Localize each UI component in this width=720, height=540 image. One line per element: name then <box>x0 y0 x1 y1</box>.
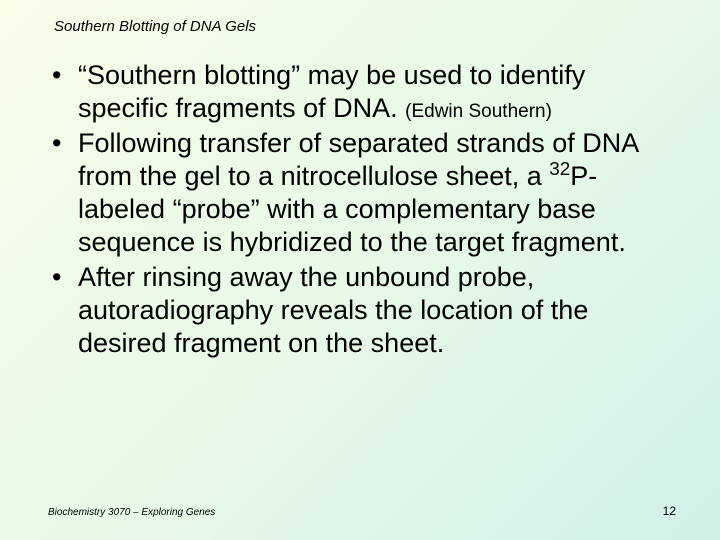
bullet-text: After rinsing away the unbound probe, au… <box>78 262 588 358</box>
bullet-attribution: (Edwin Southern) <box>405 101 552 122</box>
superscript: 32 <box>549 159 570 180</box>
slide-title: Southern Blotting of DNA Gels <box>54 18 672 35</box>
bullet-item: After rinsing away the unbound probe, au… <box>48 261 672 360</box>
bullet-item: “Southern blotting” may be used to ident… <box>48 59 672 125</box>
bullet-item: Following transfer of separated strands … <box>48 127 672 259</box>
page-number: 12 <box>663 504 676 518</box>
slide: Southern Blotting of DNA Gels “Southern … <box>0 0 720 540</box>
footer-course: Biochemistry 3070 – Exploring Genes <box>48 507 215 518</box>
bullet-list: “Southern blotting” may be used to ident… <box>48 59 672 359</box>
